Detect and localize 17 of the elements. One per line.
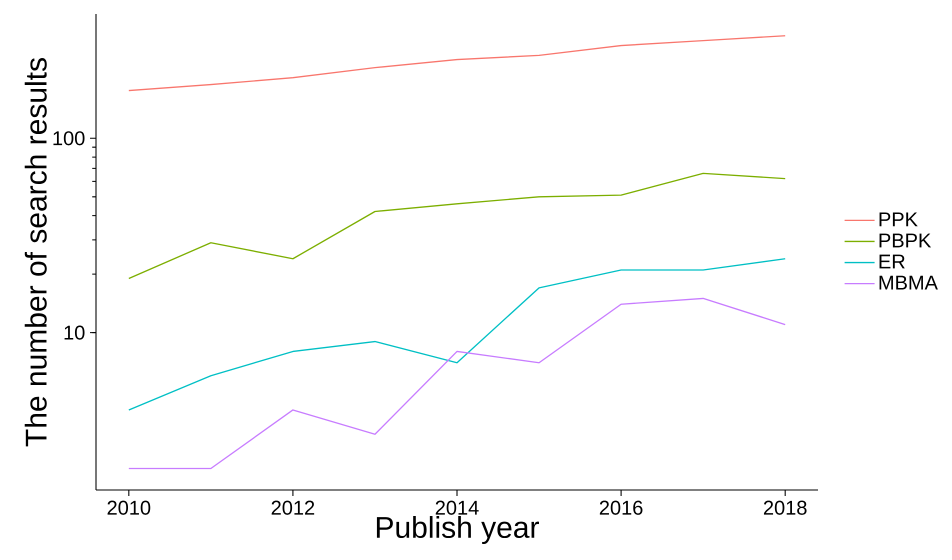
x-tick-label: 2014	[436, 500, 479, 515]
legend-label: ER	[880, 254, 905, 268]
legend-label: MBMA	[880, 276, 938, 290]
legend-label: PBPK	[880, 234, 932, 248]
y-tick-label: 10	[64, 326, 85, 340]
line-series	[128, 258, 786, 411]
x-tick-label: 2016	[600, 500, 642, 515]
legend-label: PPK	[880, 212, 918, 226]
y-tick-label: 100	[53, 131, 85, 146]
y-axis-title: The number of search results	[24, 58, 47, 446]
line-series	[128, 172, 786, 280]
line-series	[128, 298, 786, 470]
x-axis-title: Publish year	[376, 516, 539, 544]
x-tick-label: 2012	[272, 500, 314, 515]
line-series	[128, 35, 786, 92]
x-tick-label: 2018	[764, 500, 807, 515]
x-tick-label: 2010	[108, 500, 150, 515]
